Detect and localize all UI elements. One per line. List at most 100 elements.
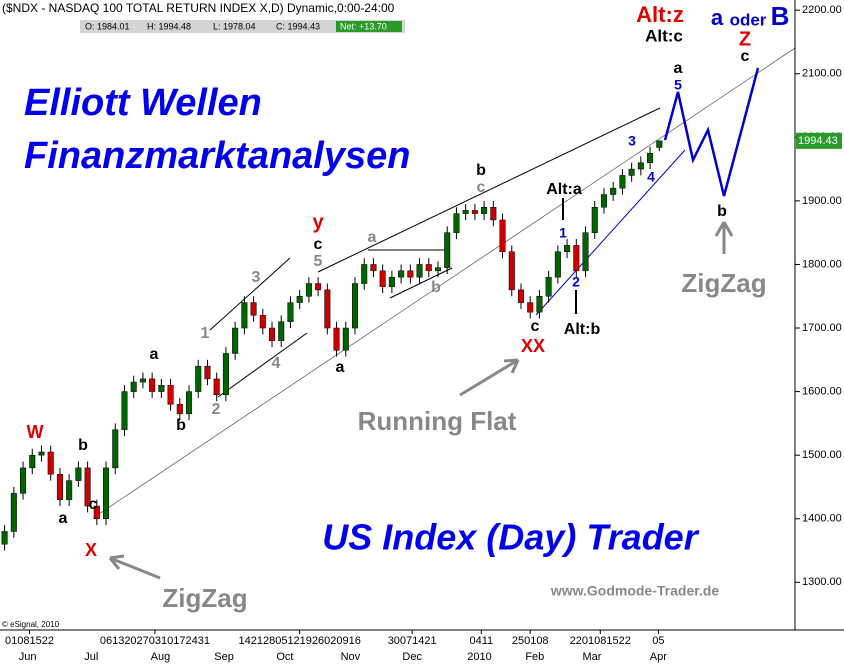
- candle-body: [407, 270, 414, 278]
- net-box: [336, 21, 402, 32]
- x-tick-label: 061320270310172431: [100, 635, 210, 647]
- candle-body: [434, 267, 442, 272]
- candle-body: [444, 232, 451, 268]
- candle-body: [213, 378, 220, 396]
- candles: [1, 140, 663, 551]
- candle-body: [351, 283, 359, 329]
- candle-body: [582, 232, 589, 272]
- annotation: b: [431, 279, 441, 296]
- candle-body: [47, 451, 54, 475]
- candle-body: [222, 353, 229, 396]
- annotation: 5: [314, 253, 323, 270]
- y-tick-label: 1800.00: [802, 258, 842, 270]
- annotation: 1: [201, 325, 210, 342]
- trendline: [209, 257, 291, 331]
- candle-body: [38, 451, 45, 456]
- candle-body: [517, 289, 524, 303]
- candle-body: [305, 283, 312, 297]
- candle-body: [10, 493, 17, 532]
- candle-body: [656, 140, 663, 148]
- annotation: 3: [628, 133, 636, 149]
- candle-body: [499, 219, 506, 252]
- month-label: Sep: [214, 651, 234, 663]
- annotation: W: [27, 422, 44, 442]
- arrow: [108, 554, 161, 580]
- annotation: 2: [572, 274, 580, 290]
- candle-body: [130, 381, 137, 392]
- trendline: [389, 267, 453, 299]
- annotation: X: [85, 540, 97, 560]
- annotation: 4: [272, 355, 281, 372]
- annotation: c: [531, 318, 540, 335]
- candle-body: [637, 162, 644, 170]
- trendline: [92, 47, 796, 519]
- candle-body: [536, 295, 543, 313]
- candle-body: [259, 315, 266, 329]
- annotation: 5: [674, 77, 682, 93]
- annotation: Running Flat: [358, 406, 517, 436]
- annotation: 3: [252, 269, 261, 286]
- candle-body: [573, 245, 580, 272]
- annotation: Z: [739, 28, 751, 50]
- month-label: Nov: [341, 651, 361, 663]
- candle-body: [333, 327, 340, 351]
- candle-body: [176, 404, 183, 415]
- month-label: Jul: [84, 651, 98, 663]
- arrow: [714, 221, 734, 254]
- annotation: a: [150, 346, 159, 363]
- candle-body: [545, 276, 552, 297]
- candle-body: [425, 264, 432, 272]
- candle-body: [29, 454, 36, 469]
- candle-body: [20, 467, 27, 494]
- candle-body: [84, 467, 91, 507]
- annotation: Alt:c: [645, 26, 683, 45]
- y-tick-label: 1900.00: [802, 195, 842, 207]
- arrows: [108, 221, 734, 580]
- x-tick-label: 14212805121926020916: [239, 635, 361, 647]
- annotation: c: [741, 48, 750, 65]
- candle-body: [527, 302, 534, 313]
- candle-body: [139, 378, 146, 383]
- annotation: 2: [212, 401, 221, 418]
- annotation: ZigZag: [162, 583, 247, 613]
- annotation: y: [312, 211, 324, 233]
- candle-body: [471, 210, 478, 214]
- candle-body: [112, 429, 119, 469]
- candle-body: [398, 270, 405, 278]
- info-value: O: 1984.01: [85, 21, 130, 31]
- candle-body: [388, 276, 395, 287]
- annotation: a: [674, 60, 683, 77]
- annotation: c: [477, 179, 486, 196]
- annotation: 4: [647, 169, 655, 185]
- trendline: [317, 107, 661, 273]
- month-label: Aug: [151, 651, 171, 663]
- candle-body: [75, 467, 82, 481]
- month-label: Jun: [19, 651, 37, 663]
- annotation: a: [59, 510, 68, 527]
- chart-title: ($NDX - NASDAQ 100 TOTAL RETURN INDEX X,…: [2, 1, 395, 15]
- annotation: oder: [730, 10, 767, 29]
- annotation: Alt:z: [636, 2, 684, 27]
- month-label: Mar: [583, 651, 602, 663]
- candle-body: [361, 264, 368, 284]
- x-tick-label: 05: [652, 635, 664, 647]
- candle-body: [278, 321, 285, 341]
- drawings: [92, 47, 796, 580]
- candle-body: [554, 251, 561, 278]
- annotation: a: [711, 5, 724, 30]
- candle-body: [462, 210, 469, 214]
- price-tag-label: 1994.43: [798, 135, 838, 147]
- candle-body: [416, 264, 423, 278]
- candle-body: [186, 391, 193, 415]
- month-label: Apr: [650, 651, 667, 663]
- annotation: Alt:b: [564, 321, 601, 338]
- candle-body: [370, 264, 377, 272]
- candle-body: [204, 365, 211, 380]
- candle-body: [591, 206, 598, 233]
- trendline: [535, 149, 686, 316]
- annotation: c: [314, 236, 323, 253]
- candle-body: [241, 302, 248, 329]
- candle-body: [647, 152, 654, 163]
- candle-body: [195, 365, 202, 392]
